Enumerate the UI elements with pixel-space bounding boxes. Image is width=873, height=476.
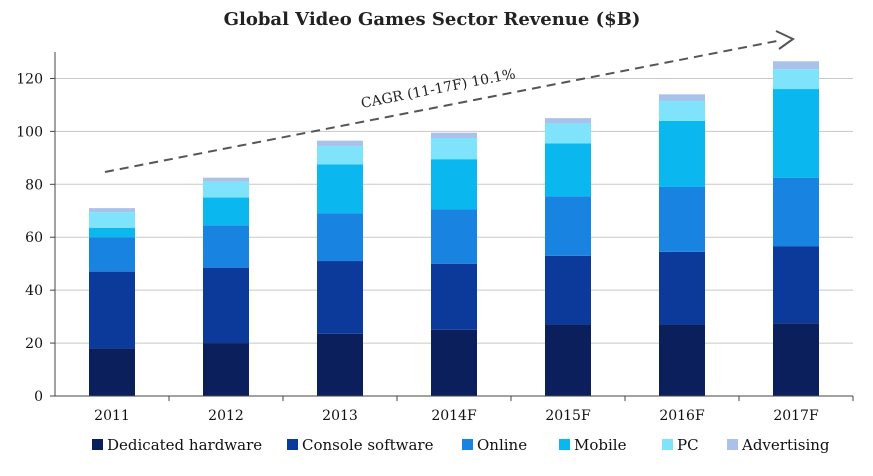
bar-segment	[431, 263, 477, 330]
legend-swatch	[462, 439, 473, 450]
y-tick-label: 40	[25, 283, 43, 299]
legend-swatch	[287, 439, 298, 450]
bar-segment	[89, 348, 135, 396]
x-tick-label: 2017F	[773, 408, 819, 424]
bar-segment	[659, 120, 705, 187]
bar-segment	[317, 333, 363, 396]
legend-swatch	[727, 439, 738, 450]
bar-segment	[545, 196, 591, 256]
bar-segment	[659, 251, 705, 325]
legend: Dedicated hardware Console software Online…	[92, 436, 830, 454]
x-tick-label: 2014F	[431, 408, 477, 424]
bar-segment	[545, 118, 591, 124]
y-tick-label: 20	[25, 336, 43, 352]
legend-label: PC	[677, 436, 699, 454]
bar-segment	[773, 323, 819, 396]
y-tick-label: 60	[25, 230, 43, 246]
x-tick-label: 2011	[94, 408, 130, 424]
bar-segment	[431, 159, 477, 210]
legend-swatch	[662, 439, 673, 450]
chart-title: Global Video Games Sector Revenue ($B)	[224, 9, 641, 30]
bar-segment	[773, 246, 819, 324]
bar-segment	[89, 208, 135, 213]
bar-segment	[773, 89, 819, 178]
bar-segment	[203, 267, 249, 344]
bar-segment	[203, 181, 249, 198]
bar-segment	[317, 213, 363, 262]
trend-arrowhead	[775, 30, 795, 50]
axes: 0 20 40 60 80 100 120 2011 2012 2013 2014F 2015F 201…	[16, 52, 854, 424]
bar-segment	[89, 227, 135, 238]
legend-label: Advertising	[741, 436, 830, 454]
bar-segment	[203, 197, 249, 226]
bar-segment	[773, 61, 819, 70]
legend-label: Console software	[302, 436, 434, 454]
bar-segment	[545, 143, 591, 197]
legend-swatch	[559, 439, 570, 450]
bar-segment	[431, 132, 477, 138]
y-tick-label: 0	[34, 389, 43, 405]
x-tick-label: 2013	[322, 408, 358, 424]
bar-segment	[773, 69, 819, 90]
bar-segment	[203, 343, 249, 396]
bar-segment	[317, 140, 363, 146]
x-tick-label: 2015F	[545, 408, 591, 424]
bar-segment	[773, 177, 819, 247]
cagr-annotation: CAGR (11-17F) 10.1%	[360, 66, 517, 112]
bar-segment	[431, 329, 477, 396]
bar-segment	[203, 177, 249, 182]
bar-segment	[431, 138, 477, 160]
x-tick-label: 2016F	[659, 408, 705, 424]
trend-line	[104, 39, 783, 173]
bar-segment	[203, 225, 249, 268]
y-tick-label: 100	[16, 124, 43, 140]
legend-label: Dedicated hardware	[107, 436, 262, 454]
bar-segment	[659, 186, 705, 252]
bar-segment	[659, 324, 705, 396]
y-tick-label: 120	[16, 71, 43, 87]
bar-segment	[659, 94, 705, 101]
legend-swatch	[92, 439, 103, 450]
bar-segment	[317, 145, 363, 165]
bar-segment	[659, 100, 705, 121]
x-tick-label: 2012	[208, 408, 244, 424]
bars	[89, 61, 819, 396]
bar-segment	[545, 255, 591, 325]
bar-segment	[545, 123, 591, 144]
bar-segment	[317, 261, 363, 334]
bar-segment	[545, 324, 591, 396]
bar-segment	[89, 237, 135, 272]
legend-label: Mobile	[574, 436, 627, 454]
bar-segment	[431, 209, 477, 264]
y-tick-label: 80	[25, 177, 43, 193]
bar-segment	[89, 271, 135, 349]
bar-segment	[317, 164, 363, 214]
legend-label: Online	[477, 436, 527, 454]
bar-segment	[89, 212, 135, 228]
